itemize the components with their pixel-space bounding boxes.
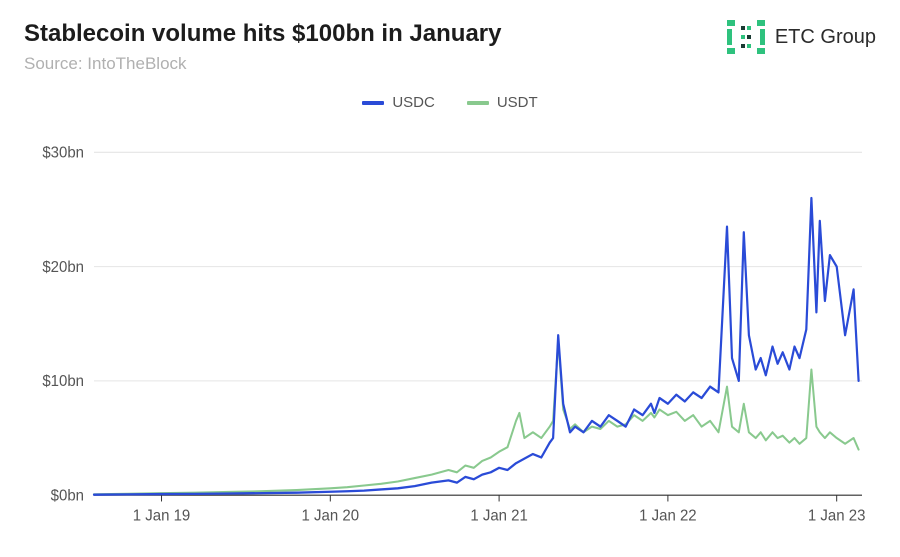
chart-area: $0bn $10bn $20bn $30bn 1 Jan 19 1 Jan 20 1 Jan… (24, 119, 876, 537)
legend: USDC USDT (24, 94, 876, 111)
legend-label: USDC (392, 94, 435, 111)
svg-text:1 Jan 23: 1 Jan 23 (808, 507, 866, 524)
title-block: Stablecoin volume hits $100bn in January… (24, 20, 727, 74)
legend-item: USDC (362, 94, 435, 111)
svg-text:1 Jan 21: 1 Jan 21 (470, 507, 528, 524)
svg-text:$30bn: $30bn (42, 144, 84, 161)
svg-text:$10bn: $10bn (42, 373, 84, 390)
logo: ETC Group (727, 20, 876, 54)
chart-container: Stablecoin volume hits $100bn in January… (0, 0, 900, 557)
legend-label: USDT (497, 94, 538, 111)
chart-subtitle: Source: IntoTheBlock (24, 54, 727, 74)
svg-text:1 Jan 20: 1 Jan 20 (302, 507, 360, 524)
legend-swatch (362, 101, 384, 105)
chart-title: Stablecoin volume hits $100bn in January (24, 20, 727, 48)
header: Stablecoin volume hits $100bn in January… (24, 20, 876, 74)
logo-text: ETC Group (775, 26, 876, 49)
legend-swatch (467, 101, 489, 105)
svg-text:1 Jan 22: 1 Jan 22 (639, 507, 697, 524)
svg-text:1 Jan 19: 1 Jan 19 (133, 507, 191, 524)
legend-item: USDT (467, 94, 538, 111)
etc-group-icon (727, 20, 765, 54)
line-chart: $0bn $10bn $20bn $30bn 1 Jan 19 1 Jan 20 1 Jan… (24, 119, 876, 537)
svg-text:$20bn: $20bn (42, 259, 84, 276)
svg-text:$0bn: $0bn (51, 487, 84, 504)
